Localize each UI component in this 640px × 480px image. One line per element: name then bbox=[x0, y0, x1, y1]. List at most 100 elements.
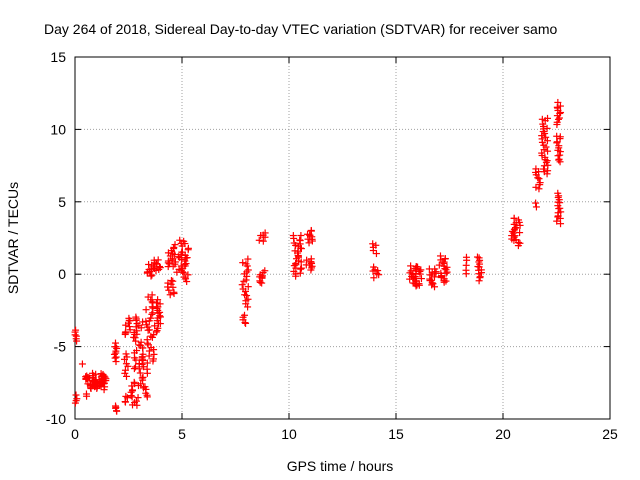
data-point bbox=[291, 247, 299, 255]
data-point bbox=[152, 299, 160, 307]
data-point bbox=[151, 322, 159, 330]
data-point bbox=[72, 391, 80, 399]
data-point bbox=[259, 237, 267, 245]
data-point bbox=[92, 370, 100, 378]
data-point bbox=[126, 326, 134, 334]
data-point bbox=[516, 239, 524, 247]
data-point bbox=[111, 354, 119, 362]
data-point bbox=[167, 277, 175, 285]
data-point bbox=[143, 359, 151, 367]
x-tick-label: 5 bbox=[178, 426, 186, 442]
data-point bbox=[462, 253, 470, 261]
data-point bbox=[416, 267, 424, 275]
y-tick-label: 5 bbox=[58, 194, 66, 210]
data-point bbox=[255, 236, 263, 244]
data-point bbox=[437, 272, 445, 280]
data-point bbox=[297, 265, 305, 273]
data-point bbox=[289, 232, 297, 240]
data-point bbox=[296, 236, 304, 244]
data-point bbox=[244, 283, 252, 291]
data-point bbox=[152, 328, 160, 336]
y-tick-label: -10 bbox=[46, 411, 66, 427]
data-point bbox=[154, 256, 162, 264]
data-point bbox=[239, 259, 247, 267]
data-point bbox=[139, 373, 147, 381]
data-point bbox=[556, 102, 564, 110]
data-point bbox=[144, 293, 152, 301]
x-tick-label: 25 bbox=[602, 426, 618, 442]
data-point bbox=[164, 279, 172, 287]
data-point bbox=[121, 398, 129, 406]
x-axis-label: GPS time / hours bbox=[287, 458, 394, 474]
y-axis-label: SDTVAR / TECUs bbox=[5, 182, 21, 294]
data-point bbox=[165, 286, 173, 294]
data-point bbox=[138, 374, 146, 382]
data-point bbox=[542, 133, 550, 141]
data-point bbox=[407, 262, 415, 270]
data-point bbox=[156, 313, 164, 321]
data-point bbox=[136, 369, 144, 377]
data-point bbox=[303, 256, 311, 264]
data-point bbox=[184, 244, 192, 252]
data-point bbox=[436, 252, 444, 260]
data-point bbox=[304, 230, 312, 238]
data-point bbox=[431, 265, 439, 273]
data-point bbox=[178, 248, 186, 256]
data-point bbox=[125, 314, 133, 322]
data-point bbox=[553, 132, 561, 140]
data-point bbox=[134, 394, 142, 402]
data-point bbox=[244, 266, 252, 274]
data-point bbox=[510, 214, 518, 222]
data-point bbox=[532, 203, 540, 211]
data-point bbox=[554, 98, 562, 106]
data-point bbox=[131, 363, 139, 371]
data-point bbox=[122, 350, 130, 358]
data-point bbox=[148, 291, 156, 299]
data-point bbox=[373, 270, 381, 278]
data-point bbox=[241, 311, 249, 319]
data-point bbox=[435, 261, 443, 269]
data-point bbox=[72, 332, 80, 340]
data-point bbox=[297, 231, 305, 239]
data-point bbox=[370, 274, 378, 282]
data-point bbox=[123, 353, 131, 361]
data-point bbox=[136, 342, 144, 350]
data-point bbox=[370, 263, 378, 271]
data-point bbox=[535, 185, 543, 193]
data-point bbox=[515, 216, 523, 224]
data-point bbox=[73, 395, 81, 403]
data-point bbox=[261, 267, 269, 275]
data-point bbox=[171, 241, 179, 249]
data-point bbox=[166, 291, 174, 299]
data-point bbox=[437, 269, 445, 277]
data-point bbox=[122, 392, 130, 400]
chart-title: Day 264 of 2018, Sidereal Day-to-day VTE… bbox=[44, 21, 557, 37]
data-point bbox=[143, 321, 151, 329]
data-point bbox=[82, 373, 90, 381]
data-point bbox=[145, 347, 153, 355]
data-point bbox=[543, 137, 551, 145]
data-point bbox=[441, 255, 449, 263]
data-point bbox=[475, 277, 483, 285]
data-point bbox=[169, 277, 177, 285]
data-point bbox=[121, 369, 129, 377]
data-point bbox=[133, 327, 141, 335]
x-tick-label: 0 bbox=[71, 426, 79, 442]
data-point bbox=[156, 300, 164, 308]
data-point bbox=[83, 372, 91, 380]
data-point bbox=[543, 124, 551, 132]
data-point bbox=[147, 314, 155, 322]
data-point bbox=[532, 199, 540, 207]
plot-frame bbox=[74, 56, 611, 420]
data-point bbox=[132, 397, 140, 405]
data-point bbox=[473, 253, 481, 261]
data-point bbox=[138, 354, 146, 362]
data-point bbox=[176, 254, 184, 262]
data-point bbox=[244, 255, 252, 263]
data-point bbox=[132, 313, 140, 321]
data-point bbox=[307, 255, 315, 263]
data-point bbox=[297, 264, 305, 272]
data-point bbox=[84, 380, 92, 388]
data-point bbox=[137, 380, 145, 388]
data-point bbox=[89, 369, 97, 377]
